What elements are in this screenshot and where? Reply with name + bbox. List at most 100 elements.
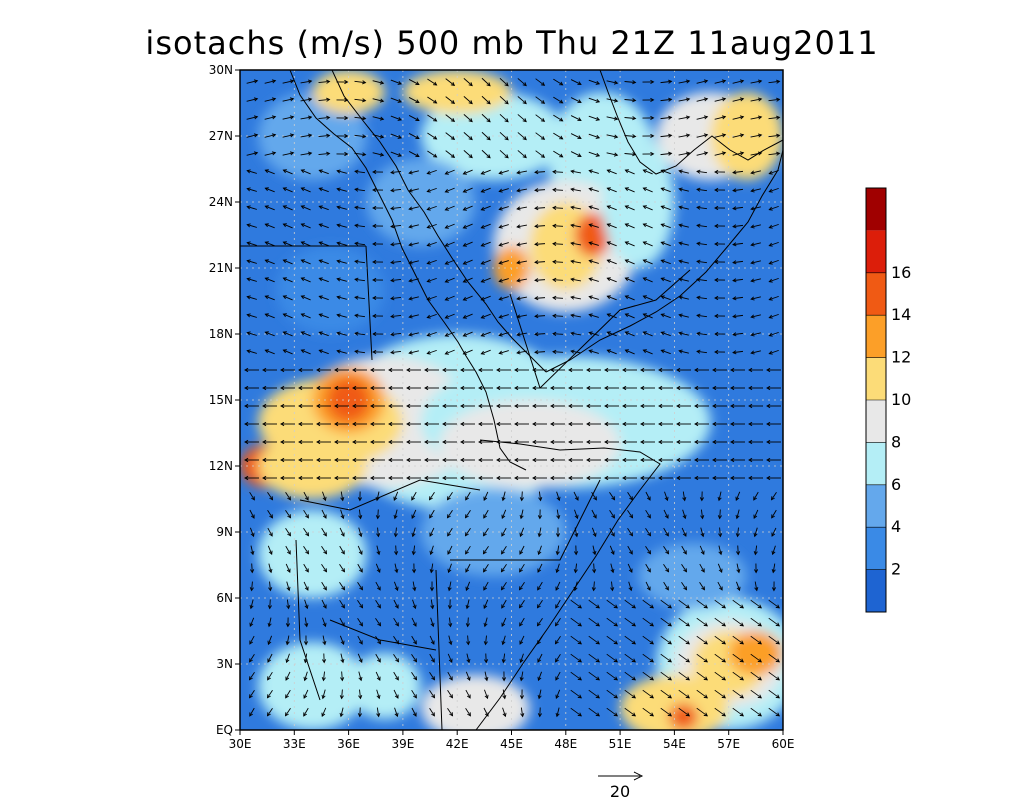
wind-arrow	[555, 599, 561, 609]
wind-arrow	[316, 475, 331, 481]
wind-arrow	[768, 205, 779, 211]
speed-contour-blob	[258, 642, 367, 730]
wind-arrow	[624, 635, 637, 645]
wind-arrow	[429, 527, 435, 537]
wind-arrow	[768, 133, 781, 138]
wind-arrow	[642, 277, 653, 283]
wind-arrow	[282, 97, 295, 102]
wind-arrow	[550, 475, 565, 481]
wind-arrow	[304, 599, 309, 610]
wind-arrow	[429, 635, 435, 645]
lon-tick-label: 45E	[500, 737, 523, 751]
wind-arrow	[678, 169, 689, 174]
wind-arrow	[462, 187, 473, 193]
wind-arrow	[660, 349, 671, 355]
wind-arrow	[411, 654, 418, 663]
wind-arrow	[264, 115, 277, 120]
wind-arrow	[336, 241, 347, 246]
wind-arrow	[645, 563, 651, 573]
wind-arrow	[750, 314, 761, 319]
wind-arrow	[514, 421, 529, 427]
wind-arrow	[354, 349, 366, 354]
wind-arrow	[604, 367, 619, 373]
wind-arrow	[267, 671, 273, 681]
wind-arrow	[730, 367, 745, 373]
lat-tick-label: 30N	[209, 63, 233, 77]
wind-arrow	[606, 599, 619, 609]
wind-arrow	[354, 223, 366, 228]
wind-arrow	[570, 635, 583, 645]
wind-arrow	[334, 367, 349, 373]
wind-arrow	[267, 545, 273, 556]
wind-arrow	[357, 600, 364, 609]
wind-arrow	[622, 457, 637, 463]
wind-arrow	[498, 170, 509, 175]
wind-arrow	[429, 509, 435, 519]
wind-arrow	[517, 150, 527, 159]
wind-arrow	[732, 206, 744, 211]
wind-arrow	[570, 313, 581, 318]
wind-arrow	[393, 491, 399, 502]
wind-arrow	[624, 313, 635, 319]
wind-arrow	[660, 671, 673, 681]
wind-arrow	[298, 385, 313, 391]
wind-arrow	[357, 545, 363, 555]
wind-arrow	[480, 241, 491, 247]
wind-arrow	[481, 131, 491, 141]
wind-arrow	[610, 581, 615, 592]
wind-arrow	[498, 260, 509, 265]
wind-arrow	[334, 475, 349, 481]
wind-arrow	[501, 581, 507, 591]
wind-arrow	[736, 545, 741, 556]
wind-arrow	[519, 491, 524, 502]
wind-arrow	[462, 223, 473, 229]
wind-arrow	[660, 79, 673, 84]
wind-arrow	[658, 475, 673, 481]
wind-arrow	[514, 475, 529, 481]
lat-tick-label: 6N	[216, 591, 233, 605]
wind-arrow	[303, 707, 309, 717]
wind-arrow	[244, 457, 259, 463]
wind-arrow	[586, 403, 601, 409]
lon-tick-label: 30E	[229, 737, 252, 751]
wind-arrow	[282, 241, 293, 247]
wind-arrow	[426, 187, 437, 193]
wind-arrow	[411, 509, 417, 519]
wind-arrow	[498, 314, 509, 319]
wind-arrow	[518, 600, 525, 609]
wind-arrow	[264, 349, 275, 355]
wind-arrow	[282, 259, 293, 265]
wind-arrow	[645, 528, 652, 537]
wind-arrow	[519, 653, 524, 664]
wind-arrow	[480, 187, 491, 193]
wind-arrow	[334, 385, 349, 391]
lon-tick-label: 60E	[772, 737, 795, 751]
wind-arrow	[499, 131, 509, 141]
wind-arrow	[714, 331, 726, 337]
wind-arrow	[462, 277, 473, 283]
wind-arrow	[642, 331, 653, 337]
wind-arrow	[768, 115, 781, 120]
wind-arrow	[502, 689, 507, 700]
wind-arrow	[537, 563, 543, 573]
wind-arrow	[483, 527, 489, 537]
wind-arrow	[588, 277, 599, 282]
wind-arrow	[588, 653, 601, 663]
wind-arrow	[463, 150, 473, 159]
wind-arrow	[753, 491, 759, 501]
lon-tick-label: 57E	[717, 737, 740, 751]
wind-arrow	[750, 188, 761, 193]
wind-arrow	[568, 367, 583, 373]
wind-arrow	[712, 439, 727, 445]
wind-arrow	[262, 385, 277, 391]
wind-arrow	[442, 457, 457, 463]
wind-arrow	[286, 581, 291, 592]
wind-arrow	[318, 205, 329, 211]
wind-arrow	[624, 152, 637, 157]
wind-arrow	[354, 187, 366, 192]
wind-arrow	[748, 475, 763, 481]
wind-arrow	[357, 581, 363, 591]
wind-arrow	[624, 295, 635, 301]
wind-arrow	[298, 475, 313, 481]
wind-arrow	[536, 618, 543, 627]
